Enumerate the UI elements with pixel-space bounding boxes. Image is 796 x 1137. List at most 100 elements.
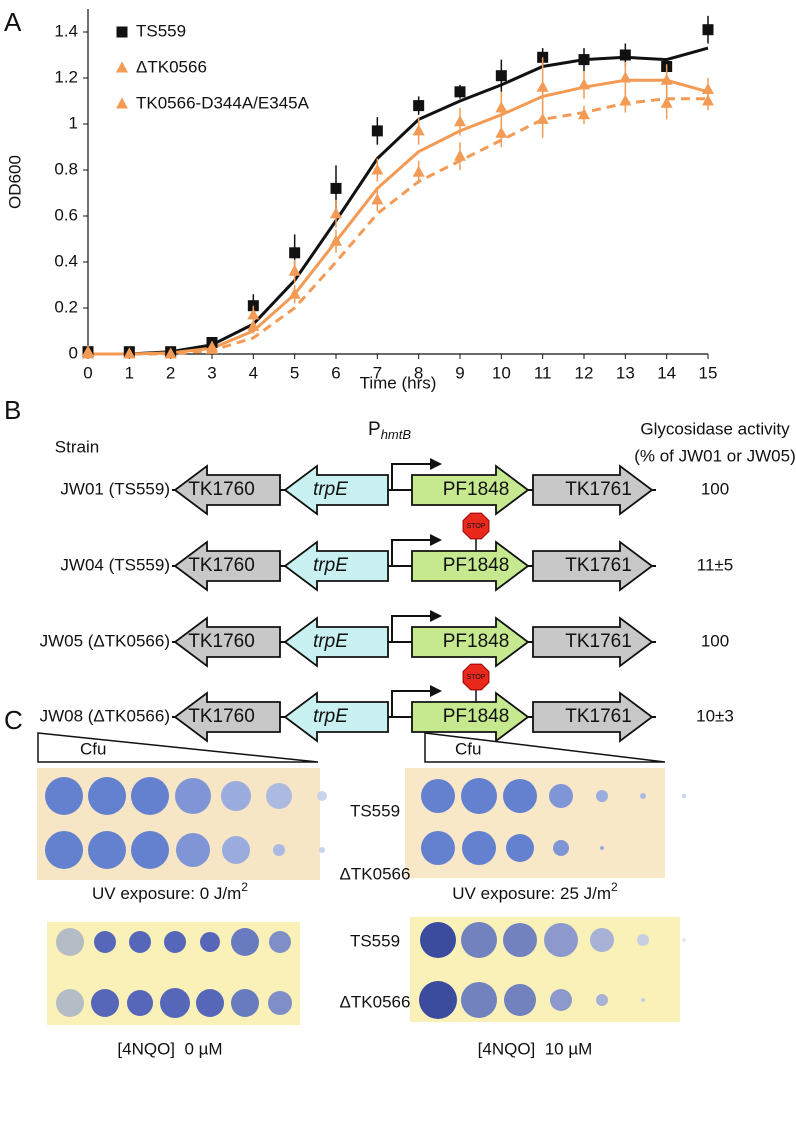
colony-spot [461,982,497,1018]
gene-label: PF1848 [443,706,510,727]
data-point [619,49,631,61]
gene-arrow [283,691,389,743]
colony-spot [196,989,224,1017]
promoter-arrowhead [430,685,442,697]
x-tick-label: 11 [534,363,552,382]
data-point [330,234,342,246]
caption-text: UV exposure: 25 J/m [452,884,611,903]
x-tick-label: 12 [575,363,594,382]
gene-arrow [532,540,654,592]
strain-label: ΔTK0566 [340,992,411,1011]
y-tick-label: 0.4 [54,251,78,270]
panel-label: C [4,705,23,735]
colony-spot [127,990,153,1016]
colony-spot [596,994,608,1006]
legend-marker [116,97,128,109]
panel-label: B [4,395,21,425]
gene-label: TK1761 [565,555,632,576]
y-tick-label: 1.2 [54,67,78,86]
data-point [371,163,384,175]
colony-spot [164,931,186,953]
data-point [660,73,673,85]
gene-arrow [173,540,281,592]
legend-label: ΔTK0566 [136,57,207,76]
gene-label: trpE [313,555,348,576]
gene-label: TK1761 [565,706,632,727]
data-point [578,108,590,120]
data-point [702,94,714,106]
x-tick-label: 15 [699,363,718,382]
colony-spot [550,989,572,1011]
legend-marker [116,61,128,73]
data-point [578,78,590,90]
data-point [288,264,301,276]
data-point [454,115,466,127]
gene-arrow [283,616,389,668]
data-point [536,112,549,124]
x-tick-label: 10 [492,363,511,382]
colony-spot [637,934,649,946]
data-point [371,193,384,205]
x-tick-label: 6 [331,363,340,382]
gene-arrow [411,691,530,743]
gene-label: TK1760 [188,479,255,500]
activity-header: Glycosidase activity [640,419,790,438]
gene-label: TK1760 [188,555,255,576]
caption-sup: 2 [241,880,248,894]
colony-spot [45,777,83,815]
data-point [412,165,425,177]
colony-spot [641,998,645,1002]
colony-spot [273,844,285,856]
data-point [454,86,466,98]
activity-value: 100 [701,631,729,650]
colony-spot [682,938,686,942]
stop-text: STOP [467,674,486,681]
colony-spot [56,928,84,956]
activity-value: 11±5 [697,555,733,574]
gene-label: TK1760 [188,706,255,727]
strain-label: JW08 (ΔTK0566) [40,706,170,725]
x-tick-label: 4 [249,363,258,382]
gene-arrow [411,540,530,592]
caption: [4NQO] 0 µM [117,1039,222,1058]
data-point [619,71,632,83]
x-tick-label: 0 [83,363,92,382]
panel-b: Strain Glycosidase activity (% of JW01 o… [40,419,796,743]
data-point [454,149,466,161]
colony-spot [176,833,210,867]
activity-value: 10±3 [696,706,734,725]
activity-header: (% of JW01 or JW05) [634,446,796,465]
panel-c: Cfu Cfu TS559 ΔTK0566 TS559 ΔTK0566 UV e… [37,732,686,1058]
dilution-triangle [37,732,319,763]
panel-label: A [4,7,22,37]
caption: [4NQO] 10 µM [478,1039,593,1058]
promoter-arrow [391,690,432,717]
strain-label: TS559 [350,801,400,820]
caption: UV exposure: 0 J/m2 [92,880,248,903]
y-tick-label: 0.8 [54,159,78,178]
colony-spot [129,931,151,953]
colony-spot [461,778,497,814]
promoter-arrowhead [430,534,442,546]
colony-spot [317,791,327,801]
cfu-label: Cfu [455,739,481,758]
promoter-subscript: hmtB [381,427,412,442]
stop-sign [462,512,490,540]
colony-spot [221,781,251,811]
strain-label: ΔTK0566 [340,864,411,883]
data-point [123,347,136,359]
data-point [536,80,549,92]
colony-spot [131,777,169,815]
data-point [413,100,425,112]
colony-spot [596,790,608,802]
stop-sign [462,663,490,691]
colony-spot [231,989,259,1017]
data-point [660,96,673,108]
x-tick-label: 3 [207,363,216,382]
colony-spot [553,840,569,856]
strain-label: JW05 (ΔTK0566) [40,631,170,650]
y-tick-label: 0 [69,343,78,362]
data-point [289,247,301,259]
data-point [82,347,94,359]
colony-spot [503,923,537,957]
